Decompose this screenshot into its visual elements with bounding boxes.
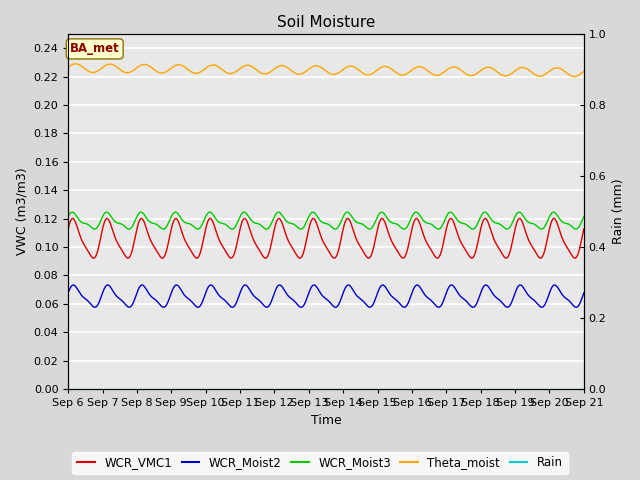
- Line: WCR_Moist3: WCR_Moist3: [68, 212, 584, 229]
- WCR_Moist2: [580, 290, 588, 296]
- WCR_VMC1: [64, 226, 72, 232]
- WCR_Moist2: [366, 304, 374, 310]
- Rain: [312, 386, 320, 392]
- WCR_VMC1: [372, 233, 380, 239]
- Theta_moist: [72, 61, 79, 67]
- WCR_VMC1: [413, 216, 420, 221]
- Theta_moist: [64, 64, 72, 70]
- WCR_Moist3: [580, 214, 588, 219]
- Rain: [568, 386, 575, 392]
- Theta_moist: [310, 63, 318, 69]
- WCR_Moist3: [570, 225, 577, 231]
- WCR_Moist2: [489, 291, 497, 297]
- WCR_Moist2: [373, 291, 381, 297]
- WCR_VMC1: [570, 254, 577, 260]
- Line: WCR_VMC1: WCR_VMC1: [68, 218, 584, 258]
- WCR_Moist3: [400, 226, 408, 232]
- Y-axis label: VWC (m3/m3): VWC (m3/m3): [15, 168, 28, 255]
- WCR_Moist3: [372, 217, 380, 223]
- WCR_Moist3: [206, 209, 214, 215]
- WCR_Moist2: [310, 282, 318, 288]
- Theta_moist: [568, 73, 576, 79]
- WCR_Moist2: [344, 282, 352, 288]
- WCR_Moist2: [570, 303, 577, 309]
- Title: Soil Moisture: Soil Moisture: [277, 15, 375, 30]
- Text: BA_met: BA_met: [70, 42, 120, 55]
- Legend: WCR_VMC1, WCR_Moist2, WCR_Moist3, Theta_moist, Rain: WCR_VMC1, WCR_Moist2, WCR_Moist3, Theta_…: [72, 452, 568, 474]
- Rain: [487, 386, 495, 392]
- Y-axis label: Rain (mm): Rain (mm): [612, 179, 625, 244]
- WCR_VMC1: [310, 216, 318, 222]
- WCR_Moist2: [64, 290, 72, 296]
- WCR_VMC1: [580, 226, 588, 232]
- WCR_Moist2: [314, 285, 321, 290]
- WCR_Moist3: [489, 218, 497, 224]
- Rain: [343, 386, 351, 392]
- Line: WCR_Moist2: WCR_Moist2: [68, 285, 584, 307]
- WCR_Moist3: [314, 214, 321, 219]
- Rain: [64, 386, 72, 392]
- WCR_Moist3: [64, 214, 72, 219]
- WCR_VMC1: [489, 234, 497, 240]
- Theta_moist: [344, 64, 352, 70]
- Rain: [580, 386, 588, 392]
- WCR_VMC1: [262, 255, 269, 261]
- WCR_VMC1: [314, 222, 321, 228]
- X-axis label: Time: Time: [310, 414, 341, 427]
- Theta_moist: [372, 68, 380, 74]
- Theta_moist: [488, 65, 496, 71]
- WCR_Moist3: [344, 209, 352, 215]
- WCR_VMC1: [344, 216, 352, 221]
- Theta_moist: [580, 69, 588, 74]
- WCR_Moist3: [310, 210, 318, 216]
- Line: Theta_moist: Theta_moist: [68, 64, 584, 76]
- WCR_Moist2: [70, 282, 77, 288]
- Rain: [371, 386, 379, 392]
- Rain: [309, 386, 317, 392]
- Theta_moist: [571, 73, 579, 79]
- Theta_moist: [314, 63, 321, 69]
